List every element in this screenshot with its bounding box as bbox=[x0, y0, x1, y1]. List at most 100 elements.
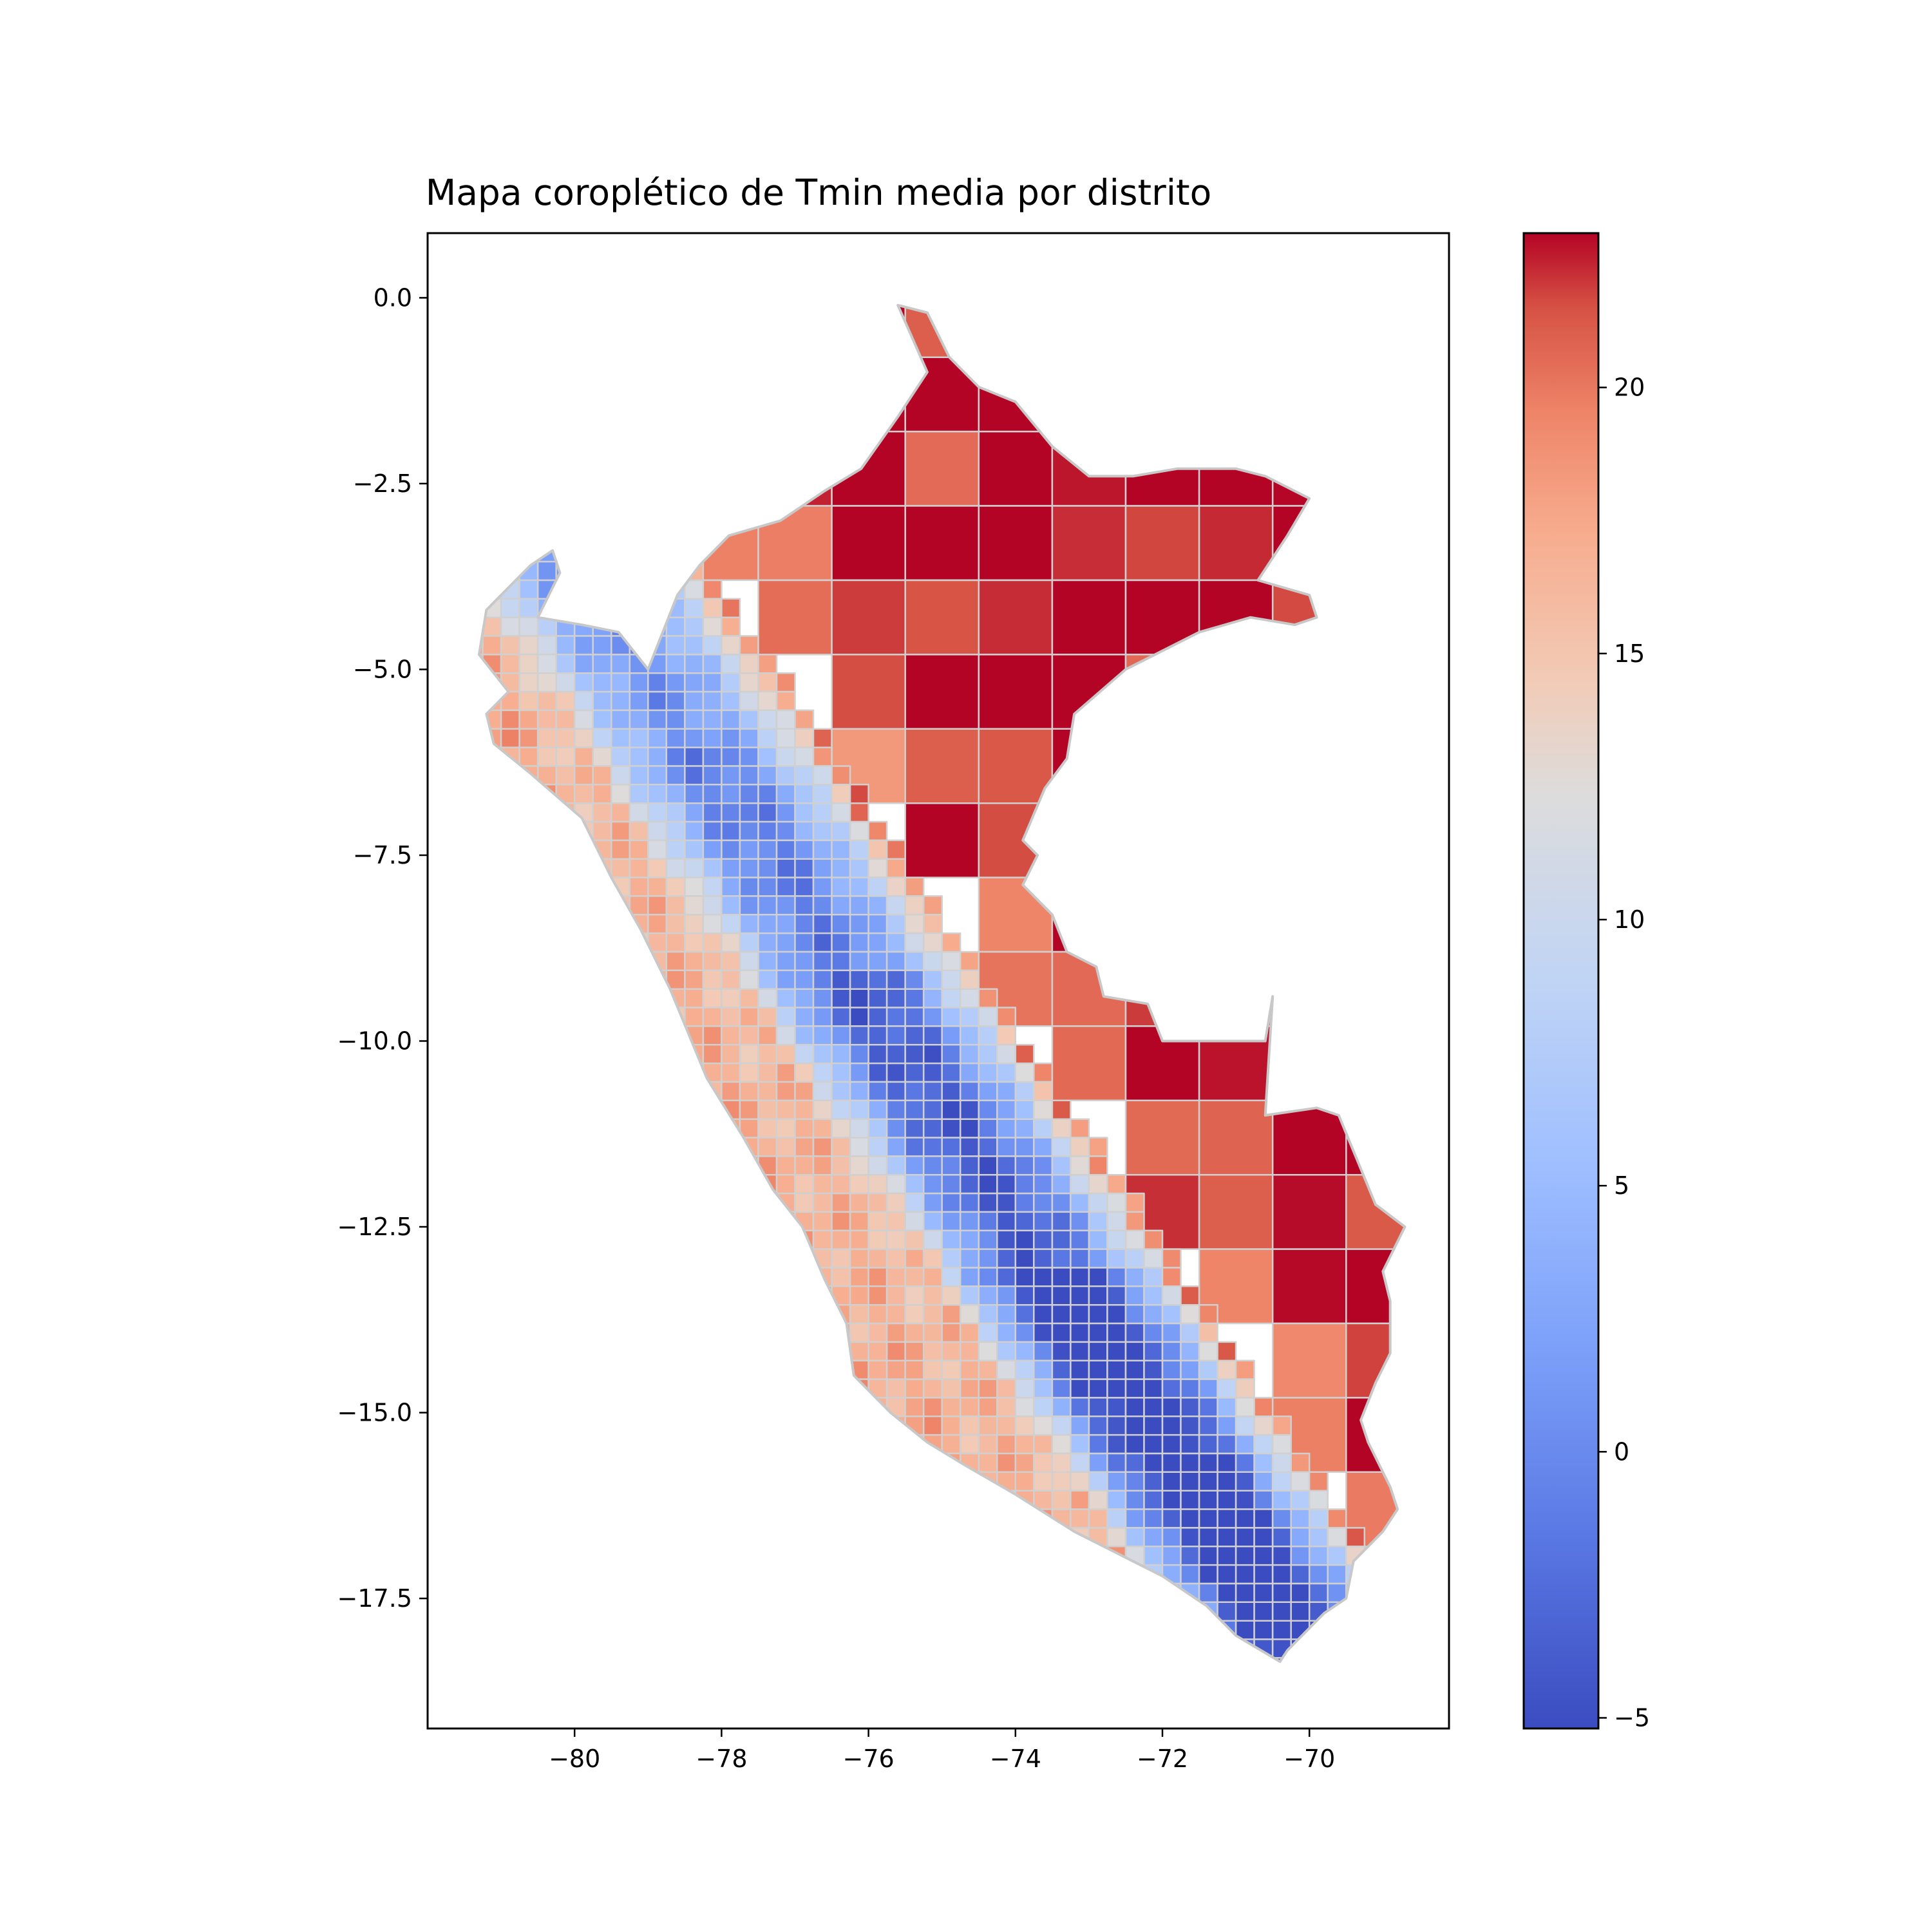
district-cell bbox=[831, 1527, 851, 1548]
district-cell bbox=[592, 932, 612, 953]
district-cell bbox=[478, 1118, 484, 1139]
district-cell bbox=[922, 951, 943, 972]
district-cell bbox=[959, 1359, 980, 1380]
district-cell bbox=[478, 1452, 484, 1473]
district-cell bbox=[518, 895, 539, 916]
district-cell bbox=[904, 1322, 925, 1343]
district-cell bbox=[500, 654, 520, 674]
district-cell bbox=[518, 1359, 539, 1380]
district-cell bbox=[739, 1452, 759, 1473]
district-cell bbox=[611, 505, 631, 526]
district-cell bbox=[867, 1044, 888, 1065]
district-cell bbox=[518, 1546, 539, 1566]
district-cell bbox=[1143, 1285, 1164, 1306]
district-cell bbox=[979, 1676, 998, 1695]
district-cell bbox=[794, 1638, 815, 1659]
district-cell bbox=[592, 1546, 612, 1566]
district-cell bbox=[702, 1527, 723, 1548]
district-cell bbox=[1124, 1099, 1200, 1176]
district-cell bbox=[555, 430, 576, 451]
district-cell bbox=[922, 1192, 943, 1213]
district-cell bbox=[573, 1546, 594, 1566]
district-cell bbox=[573, 1508, 594, 1529]
district-cell bbox=[684, 876, 705, 897]
district-cell bbox=[702, 1099, 723, 1120]
district-cell bbox=[867, 1062, 888, 1083]
district-cell bbox=[959, 1211, 980, 1232]
district-cell bbox=[775, 1378, 796, 1399]
district-cell bbox=[849, 1007, 869, 1027]
district-cell bbox=[611, 1007, 631, 1027]
district-cell bbox=[500, 616, 520, 637]
district-cell bbox=[1271, 876, 1347, 953]
district-cell bbox=[611, 1471, 631, 1492]
district-cell bbox=[978, 1638, 998, 1659]
district-cell bbox=[978, 1267, 998, 1287]
district-cell bbox=[518, 765, 539, 786]
district-cell bbox=[536, 1248, 557, 1269]
district-cell bbox=[1161, 1341, 1182, 1362]
district-cell bbox=[629, 560, 649, 582]
district-cell bbox=[1051, 1118, 1072, 1139]
district-cell bbox=[592, 1303, 612, 1325]
district-cell bbox=[592, 654, 612, 674]
district-cell bbox=[1253, 1490, 1274, 1510]
y-tick-label: −2.5 bbox=[353, 469, 412, 498]
district-cell bbox=[500, 1248, 520, 1269]
district-cell bbox=[665, 524, 686, 544]
district-cell bbox=[684, 1211, 705, 1232]
district-cell bbox=[941, 1601, 961, 1622]
district-cell bbox=[757, 1638, 778, 1659]
district-cell bbox=[867, 1322, 888, 1343]
district-cell bbox=[1014, 1099, 1035, 1120]
district-cell bbox=[478, 1007, 484, 1027]
district-cell bbox=[721, 1285, 741, 1306]
district-cell bbox=[482, 988, 502, 1009]
district-cell bbox=[665, 728, 686, 748]
district-cell bbox=[1124, 876, 1200, 953]
district-cell bbox=[904, 951, 925, 972]
district-cell bbox=[684, 1434, 705, 1455]
district-cell bbox=[684, 1248, 705, 1269]
district-cell bbox=[794, 784, 815, 804]
district-cell bbox=[739, 654, 759, 674]
district-cell bbox=[500, 1044, 520, 1065]
district-cell bbox=[611, 1081, 631, 1102]
district-cell bbox=[629, 784, 649, 804]
district-cell bbox=[573, 1007, 594, 1027]
district-cell bbox=[702, 839, 723, 860]
district-cell bbox=[886, 1490, 906, 1510]
district-cell bbox=[482, 449, 502, 470]
district-cell bbox=[518, 709, 539, 730]
district-cell bbox=[941, 1173, 961, 1195]
district-cell bbox=[611, 1341, 631, 1362]
district-cell bbox=[1180, 1638, 1200, 1659]
district-cell bbox=[478, 1471, 484, 1492]
district-cell bbox=[1033, 1657, 1054, 1662]
district-cell bbox=[611, 1025, 631, 1046]
district-cell bbox=[573, 542, 594, 563]
district-cell bbox=[665, 784, 686, 804]
district-cell bbox=[629, 1267, 649, 1287]
district-cell bbox=[739, 1341, 759, 1362]
district-cell bbox=[721, 1657, 741, 1662]
district-cell bbox=[1308, 1508, 1329, 1529]
district-cell bbox=[536, 1267, 557, 1287]
district-cell bbox=[1253, 1397, 1274, 1417]
district-cell bbox=[739, 1620, 759, 1640]
district-cell bbox=[702, 1620, 723, 1640]
district-cell bbox=[592, 542, 612, 563]
district-cell bbox=[739, 1564, 759, 1585]
district-cell bbox=[482, 1582, 502, 1604]
district-cell bbox=[629, 672, 649, 693]
district-cell bbox=[702, 1546, 723, 1566]
district-cell bbox=[536, 709, 557, 730]
district-cell bbox=[684, 802, 705, 823]
district-cell bbox=[536, 1081, 557, 1102]
district-cell bbox=[1363, 1657, 1384, 1662]
district-cell bbox=[831, 1397, 851, 1417]
district-cell bbox=[978, 1229, 998, 1250]
district-cell bbox=[904, 1192, 925, 1213]
district-cell bbox=[555, 914, 576, 934]
district-cell bbox=[721, 1490, 741, 1510]
